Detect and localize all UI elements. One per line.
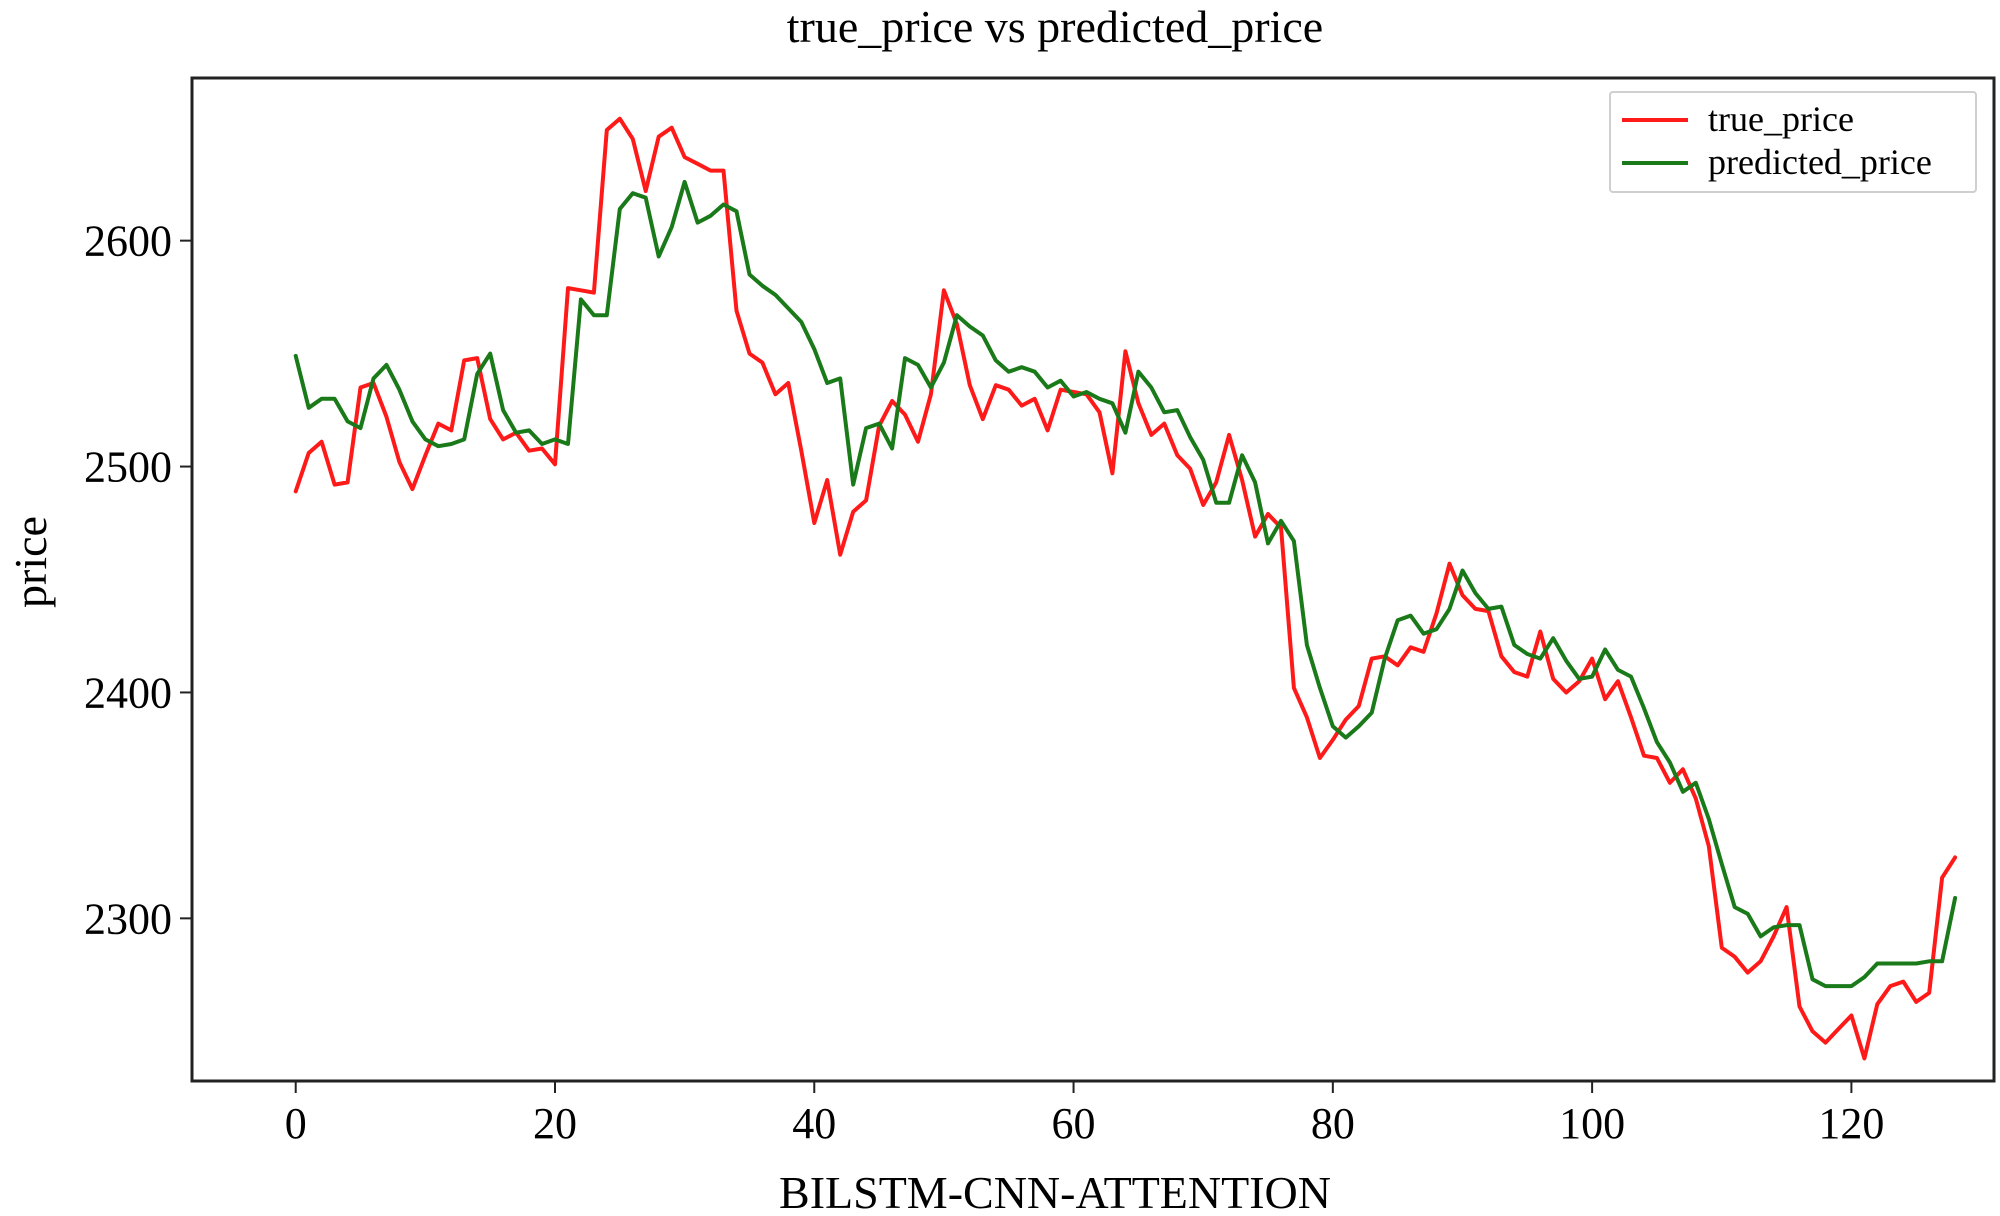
x-tick-label: 20 bbox=[533, 1099, 577, 1148]
y-tick-label: 2600 bbox=[84, 217, 172, 266]
x-tick-label: 80 bbox=[1311, 1099, 1355, 1148]
series-line-predicted-price bbox=[293, 179, 1958, 989]
legend-label-true-price: true_price bbox=[1708, 99, 1854, 139]
x-axis: 0 20 40 60 80 100 120 bbox=[285, 1081, 1884, 1148]
x-axis-label: BILSTM-CNN-ATTENTION bbox=[779, 1167, 1331, 1216]
x-tick-label: 40 bbox=[792, 1099, 836, 1148]
y-tick-label: 2400 bbox=[84, 668, 172, 717]
chart-title: true_price vs predicted_price bbox=[787, 1, 1323, 52]
x-tick-label: 60 bbox=[1052, 1099, 1096, 1148]
y-tick-label: 2300 bbox=[84, 894, 172, 943]
series-line-true-price bbox=[293, 116, 1958, 1061]
y-axis-label: price bbox=[5, 516, 56, 608]
legend-label-predicted-price: predicted_price bbox=[1708, 142, 1932, 182]
plot-frame bbox=[190, 76, 1996, 1083]
legend: true_price predicted_price bbox=[1609, 91, 1977, 193]
y-tick-label: 2500 bbox=[84, 443, 172, 492]
x-tick-label: 100 bbox=[1559, 1099, 1625, 1148]
y-axis: 2300 2400 2500 2600 bbox=[84, 217, 192, 943]
series-layer bbox=[293, 116, 1958, 1061]
x-tick-label: 0 bbox=[285, 1099, 307, 1148]
x-tick-label: 120 bbox=[1818, 1099, 1884, 1148]
legend-box bbox=[1609, 91, 1977, 193]
